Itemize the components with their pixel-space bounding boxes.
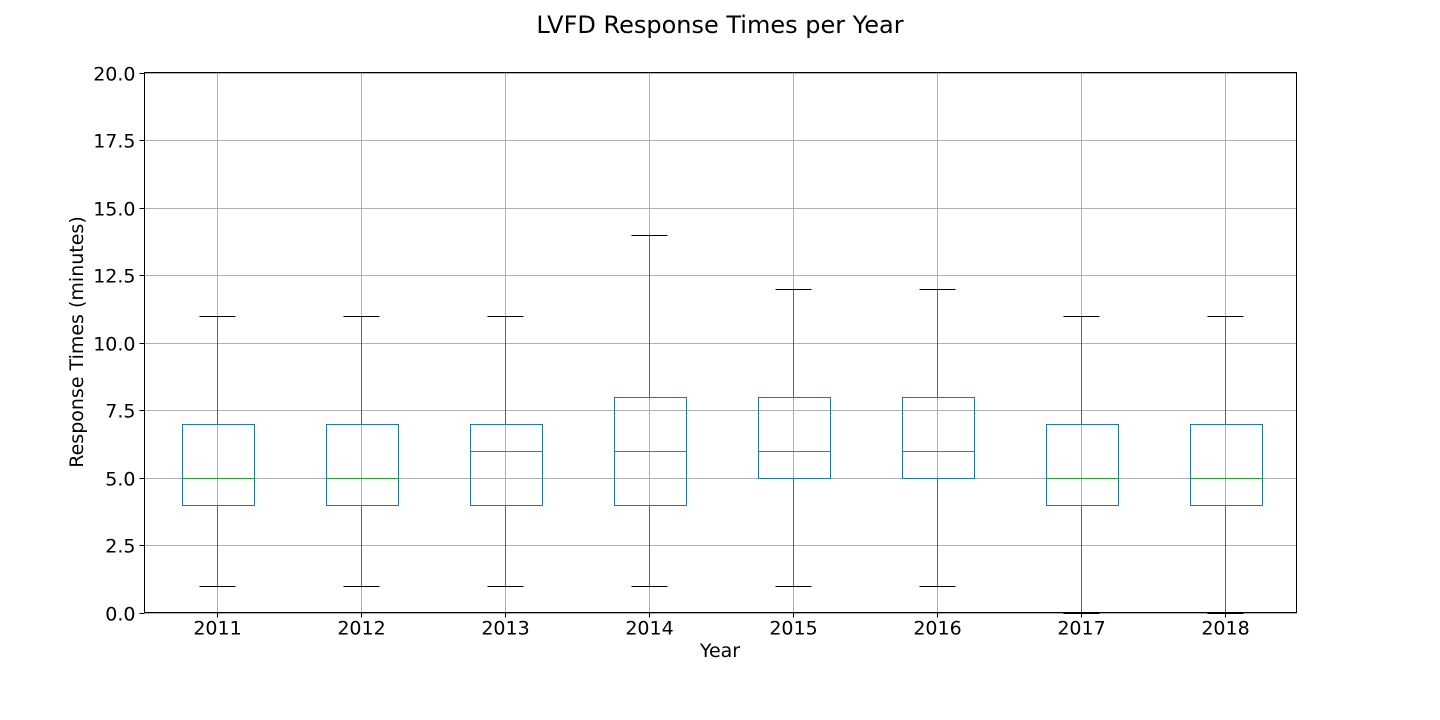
x-tick-label: 2018 <box>1201 618 1249 640</box>
box-2013 <box>470 316 543 587</box>
iqr-box <box>758 397 831 479</box>
y-axis-label: Response Times (minutes) <box>66 216 88 467</box>
iqr-box <box>1046 424 1119 506</box>
box-layer <box>182 235 1263 614</box>
y-tick-label: 15.0 <box>93 199 135 221</box>
chart-title: LVFD Response Times per Year <box>536 11 903 39</box>
iqr-box <box>1190 424 1263 506</box>
x-tick-label: 2013 <box>481 618 529 640</box>
x-tick-label: 2011 <box>193 618 241 640</box>
iqr-box <box>902 397 975 479</box>
y-tick-label: 20.0 <box>93 64 135 86</box>
y-tick-label: 0.0 <box>105 604 135 626</box>
box-2014 <box>614 235 687 587</box>
x-axis-label: Year <box>699 640 740 662</box>
y-axis-ticks: 0.0 2.5 5.0 7.5 10.0 12.5 15.0 17.5 20.0 <box>93 64 145 626</box>
y-tick-label: 17.5 <box>93 131 135 153</box>
box-2016 <box>902 289 975 587</box>
y-tick-label: 7.5 <box>105 401 135 423</box>
box-2017 <box>1046 316 1119 614</box>
axes-frame <box>144 72 1297 613</box>
y-tick-label: 12.5 <box>93 266 135 288</box>
iqr-box <box>326 424 399 506</box>
box-2015 <box>758 289 831 587</box>
box-2011 <box>182 316 255 587</box>
iqr-box <box>470 424 543 506</box>
x-tick-label: 2016 <box>913 618 961 640</box>
box-2012 <box>326 316 399 587</box>
box-2018 <box>1190 316 1263 614</box>
y-tick-label: 10.0 <box>93 334 135 356</box>
y-tick-label: 2.5 <box>105 536 135 558</box>
x-axis-ticks: 2011 2012 2013 2014 2015 2016 2017 2018 <box>193 612 1250 640</box>
iqr-box <box>182 424 255 506</box>
grid-lines <box>144 72 1297 614</box>
x-tick-label: 2012 <box>337 618 385 640</box>
x-tick-label: 2017 <box>1057 618 1105 640</box>
x-tick-label: 2014 <box>625 618 673 640</box>
y-tick-label: 5.0 <box>105 469 135 491</box>
x-tick-label: 2015 <box>769 618 817 640</box>
